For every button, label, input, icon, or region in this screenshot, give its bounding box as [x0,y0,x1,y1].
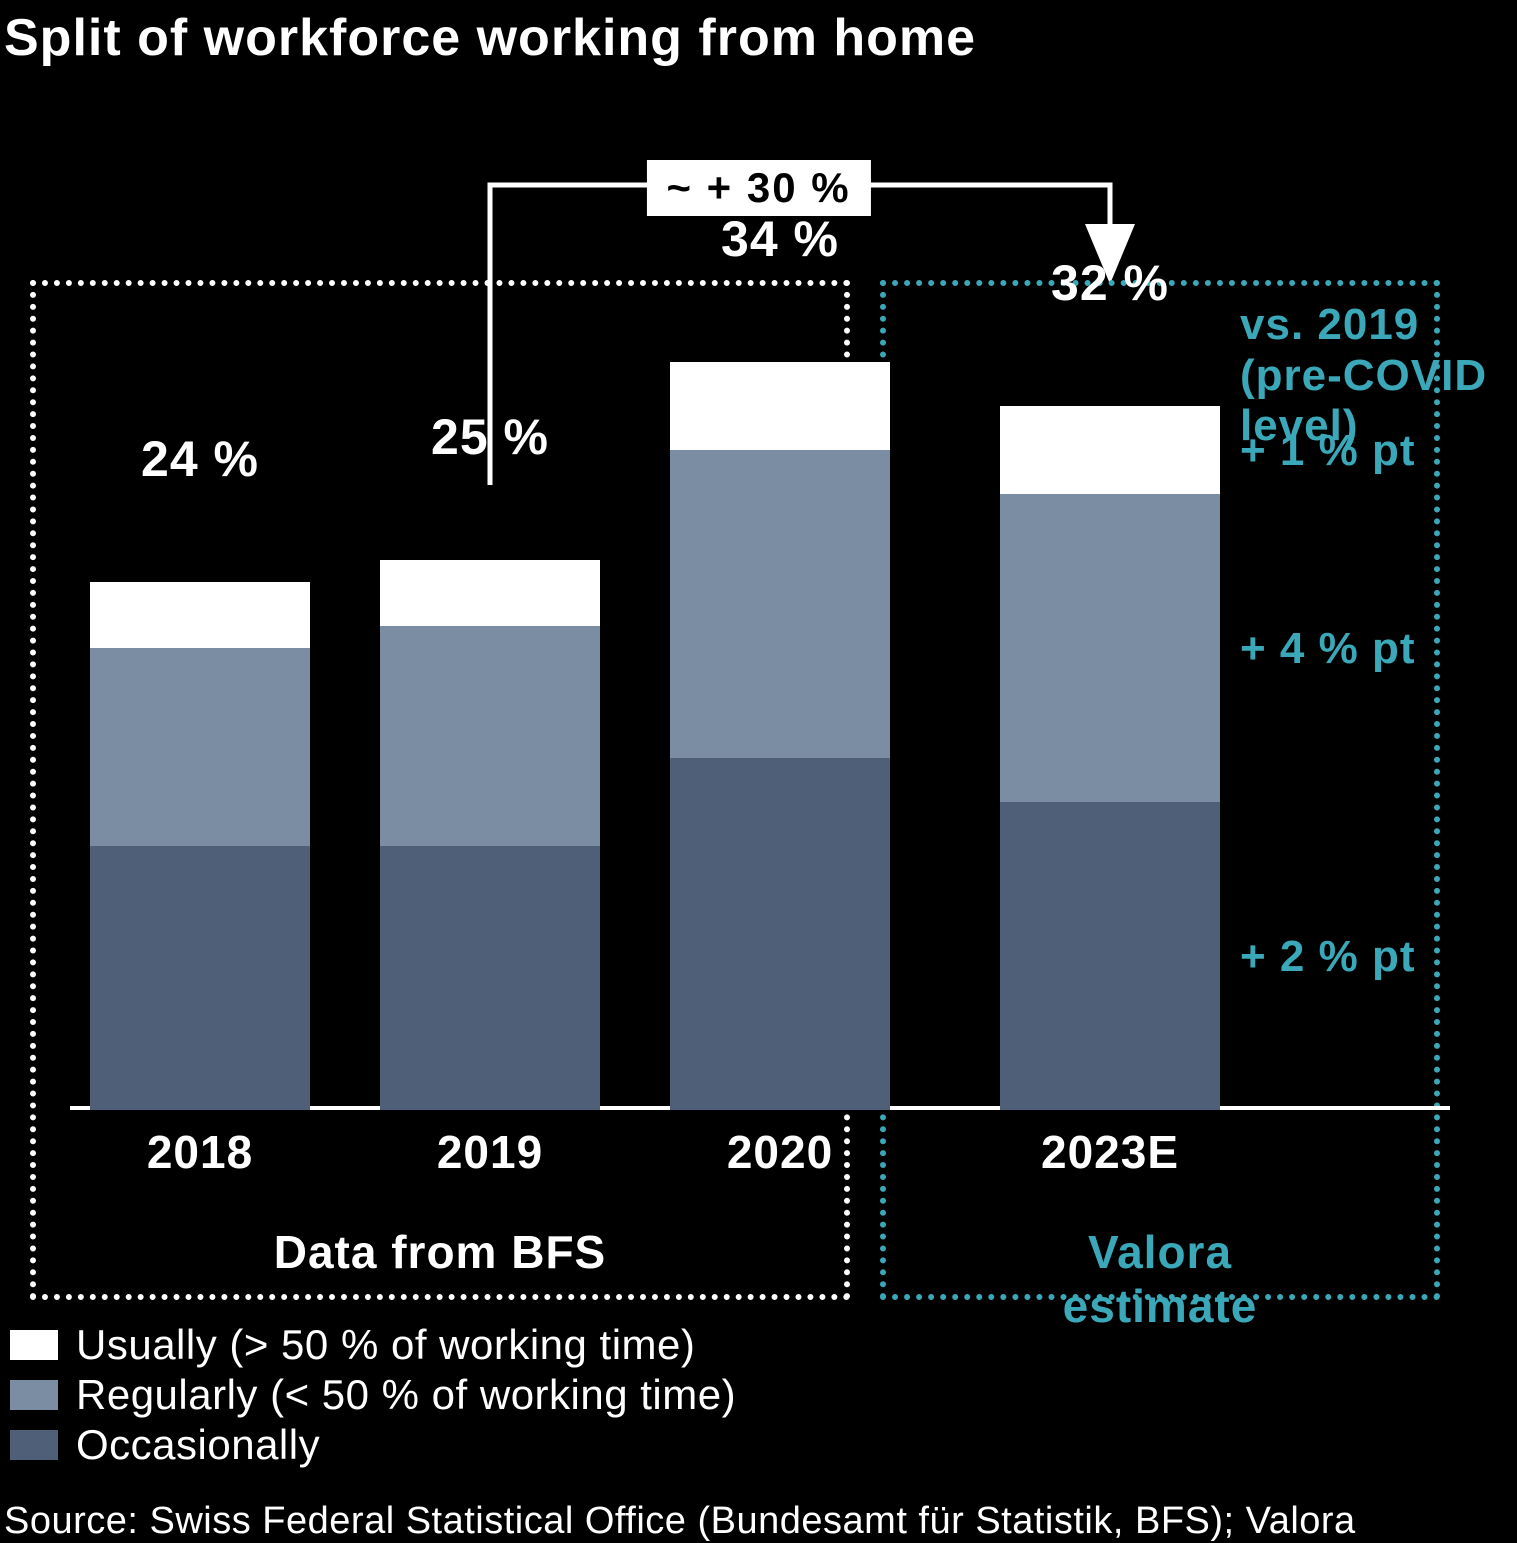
source-line: Source: Swiss Federal Statistical Office… [4,1500,1356,1543]
legend-label: Regularly (< 50 % of working time) [76,1371,736,1419]
legend-row: Occasionally [10,1420,736,1470]
annotation-usually: + 1 % pt [1240,426,1416,476]
legend-swatch [10,1330,58,1360]
bar-2019 [380,560,600,1110]
bar-2020-seg-regularly [670,450,890,758]
bar-2023E [1000,406,1220,1110]
bar-2020-seg-occasionally [670,758,890,1110]
bar-2019-seg-usually [380,560,600,626]
legend-row: Usually (> 50 % of working time) [10,1320,736,1370]
group-label-bfs: Data from BFS [250,1225,630,1279]
legend-swatch [10,1430,58,1460]
x-label-2023E: 2023E [1000,1125,1220,1179]
bar-2023E-seg-occasionally [1000,802,1220,1110]
legend-label: Usually (> 50 % of working time) [76,1321,695,1369]
bar-2020-seg-usually [670,362,890,450]
bar-2020-total-label: 34 % [670,210,890,286]
group-label-valora: Valora estimate [1005,1225,1315,1333]
bar-2018-seg-occasionally [90,846,310,1110]
bar-2023E-seg-regularly [1000,494,1220,802]
x-label-2020: 2020 [670,1125,890,1179]
bar-2023E-seg-usually [1000,406,1220,494]
x-label-2018: 2018 [90,1125,310,1179]
bar-2020 [670,362,890,1110]
legend-label: Occasionally [76,1421,320,1469]
chart-area: 24 %25 %34 %32 % [70,350,1420,1110]
bar-2018-total-label: 24 % [90,430,310,506]
bar-2018 [90,582,310,1110]
legend: Usually (> 50 % of working time)Regularl… [10,1320,736,1470]
callout-label: ~ + 30 % [646,160,870,216]
legend-row: Regularly (< 50 % of working time) [10,1370,736,1420]
bar-2019-total-label: 25 % [380,408,600,484]
bar-2019-seg-regularly [380,626,600,846]
bar-2018-seg-regularly [90,648,310,846]
legend-swatch [10,1380,58,1410]
x-label-2019: 2019 [380,1125,600,1179]
annotation-occasionally: + 2 % pt [1240,932,1416,982]
bar-2018-seg-usually [90,582,310,648]
bar-2019-seg-occasionally [380,846,600,1110]
annotation-regularly: + 4 % pt [1240,624,1416,674]
bar-2023E-total-label: 32 % [1000,254,1220,330]
